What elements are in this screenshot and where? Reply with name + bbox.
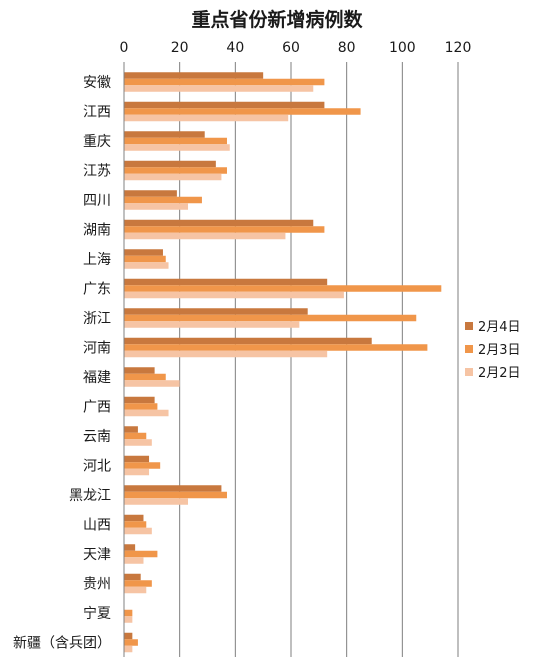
bar xyxy=(124,432,147,440)
category-label: 湖南 xyxy=(83,223,111,239)
bar xyxy=(124,580,152,587)
category-label: 贵州 xyxy=(83,577,111,593)
bar xyxy=(124,173,222,181)
bar xyxy=(124,373,166,381)
bar xyxy=(124,108,361,115)
bar xyxy=(124,101,325,109)
bar xyxy=(124,550,158,558)
bar xyxy=(124,114,289,122)
bar xyxy=(124,337,372,345)
bar xyxy=(124,557,144,564)
category-label: 黑龙江 xyxy=(69,488,111,504)
bar xyxy=(124,137,227,145)
bar xyxy=(124,462,161,469)
x-tick-label: 100 xyxy=(389,40,416,56)
x-tick-label: 0 xyxy=(120,40,129,56)
bar xyxy=(124,262,169,269)
bar xyxy=(124,409,169,417)
x-tick-label: 20 xyxy=(171,40,189,56)
bar xyxy=(124,249,163,256)
bar xyxy=(124,350,328,358)
category-label: 江苏 xyxy=(83,164,111,180)
category-label: 河南 xyxy=(83,341,111,357)
category-labels: 安徽江西重庆江苏四川湖南上海广东浙江河南福建广西云南河北黑龙江山西天津贵州宁夏新… xyxy=(13,75,111,652)
bar xyxy=(124,403,158,410)
bar xyxy=(124,255,166,263)
bar xyxy=(124,616,133,623)
bar xyxy=(124,78,325,86)
bar xyxy=(124,203,189,210)
bar xyxy=(124,380,180,387)
bar xyxy=(124,285,442,292)
bar xyxy=(124,521,147,528)
bar xyxy=(124,321,300,328)
legend-label: 2月3日 xyxy=(478,343,521,358)
bar xyxy=(124,314,417,322)
bar xyxy=(124,468,150,476)
bar xyxy=(124,278,328,286)
bar xyxy=(124,514,144,522)
category-label: 山西 xyxy=(83,518,111,534)
bar xyxy=(124,308,308,315)
legend-swatch xyxy=(465,322,473,330)
bar xyxy=(124,131,205,138)
x-tick-label: 120 xyxy=(445,40,472,56)
bar xyxy=(124,455,150,463)
category-label: 上海 xyxy=(83,252,111,268)
legend-label: 2月4日 xyxy=(478,320,521,335)
bar xyxy=(124,160,216,168)
category-label: 云南 xyxy=(83,429,111,445)
bar xyxy=(124,219,314,227)
bar xyxy=(124,586,147,594)
bar xyxy=(124,639,138,646)
bar xyxy=(124,144,230,151)
bar xyxy=(124,344,428,351)
legend: 2月4日 2月3日 2月2日 xyxy=(465,320,521,381)
bar xyxy=(124,167,227,174)
category-label: 宁夏 xyxy=(83,605,111,622)
bar xyxy=(124,396,155,404)
legend-swatch xyxy=(465,368,473,376)
category-label: 福建 xyxy=(83,370,111,386)
bar xyxy=(124,544,136,551)
bar xyxy=(124,645,133,653)
category-label: 天津 xyxy=(83,547,111,563)
bar xyxy=(124,573,141,581)
bar xyxy=(124,426,138,433)
category-label: 广东 xyxy=(83,282,111,298)
bar xyxy=(124,190,177,197)
bar xyxy=(124,485,222,492)
bar xyxy=(124,196,202,204)
bar xyxy=(124,527,152,535)
x-tick-label: 60 xyxy=(282,40,300,56)
bar xyxy=(124,491,227,499)
bar xyxy=(124,232,286,240)
category-label: 广西 xyxy=(83,400,111,416)
bar xyxy=(124,609,133,617)
legend-swatch xyxy=(465,345,473,353)
category-label: 浙江 xyxy=(83,311,111,327)
bar xyxy=(124,72,264,79)
x-axis-ticks: 0 20 40 60 80 100 120 xyxy=(120,40,472,56)
bars xyxy=(124,72,442,653)
category-label: 江西 xyxy=(83,105,111,121)
x-tick-label: 80 xyxy=(338,40,356,56)
category-label: 河北 xyxy=(83,459,111,475)
bar xyxy=(124,226,325,233)
category-label: 安徽 xyxy=(83,75,111,91)
category-label: 重庆 xyxy=(83,134,111,150)
bar xyxy=(124,291,344,299)
bar xyxy=(124,439,152,446)
category-label: 新疆（含兵团） xyxy=(13,636,111,652)
bar xyxy=(124,367,155,374)
legend-label: 2月2日 xyxy=(478,366,521,381)
bar xyxy=(124,498,189,505)
category-label: 四川 xyxy=(83,193,111,209)
bar xyxy=(124,632,133,640)
chart-title: 重点省份新增病例数 xyxy=(191,8,363,31)
x-tick-label: 40 xyxy=(226,40,244,56)
bar xyxy=(124,85,314,92)
grid-lines xyxy=(179,62,459,657)
